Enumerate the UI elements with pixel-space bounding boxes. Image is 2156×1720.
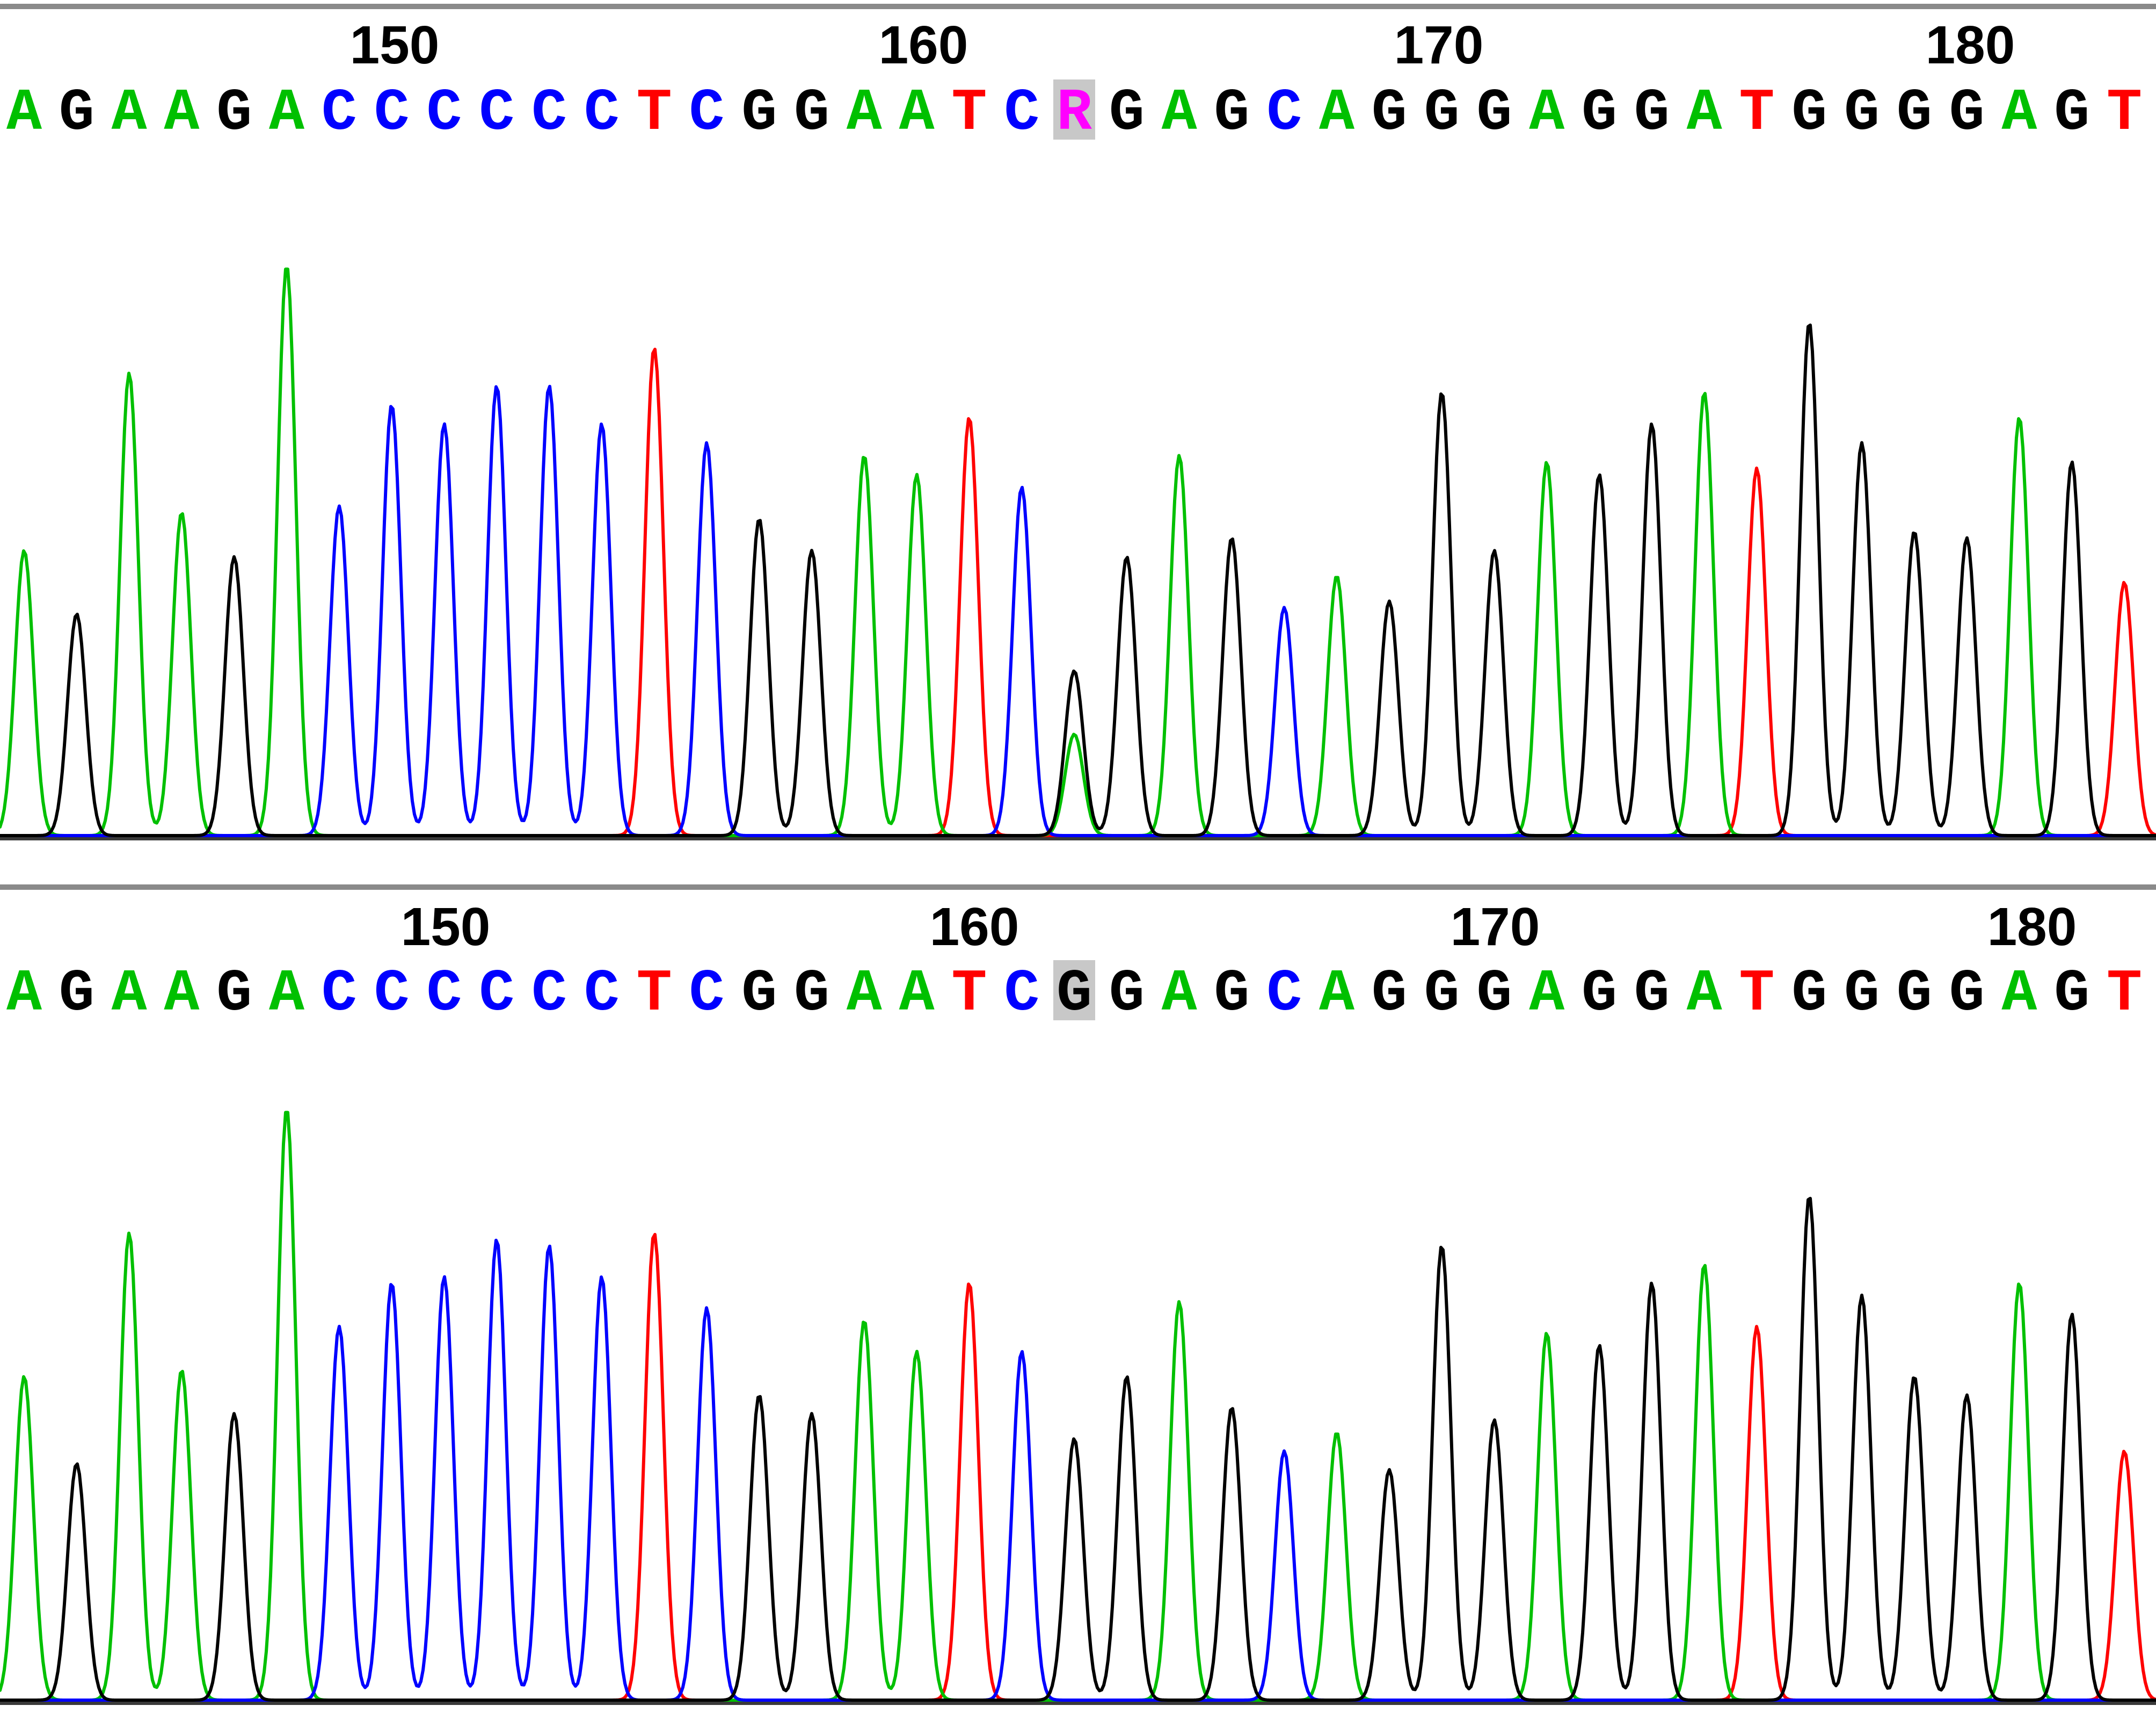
base-call: A	[269, 80, 305, 147]
base-call: G	[1791, 80, 1827, 147]
base-call: A	[1529, 961, 1565, 1028]
base-call: T	[637, 80, 672, 147]
base-call: G	[1214, 80, 1249, 147]
base-call: A	[1687, 961, 1723, 1028]
trace-c	[0, 384, 2156, 837]
base-call: C	[689, 961, 724, 1028]
base-call: C	[531, 961, 567, 1028]
base-call: A	[269, 961, 305, 1028]
base-call: G	[1634, 961, 1670, 1028]
base-call: A	[1319, 80, 1355, 147]
base-call: G	[1424, 961, 1460, 1028]
base-call: T	[951, 80, 987, 147]
position-label: 160	[930, 897, 1019, 957]
base-call: G	[1897, 80, 1932, 147]
base-call: G	[1582, 80, 1617, 147]
base-call: A	[847, 80, 883, 147]
base-call: A	[6, 80, 42, 147]
base-call: G	[1949, 80, 1985, 147]
base-call: G	[1372, 80, 1407, 147]
position-label: 150	[401, 897, 491, 957]
base-call: A	[2001, 80, 2037, 147]
base-call: C	[531, 80, 567, 147]
base-call: C	[1004, 80, 1039, 147]
base-call: C	[689, 80, 724, 147]
base-call: G	[1897, 961, 1932, 1028]
base-call: C	[479, 80, 514, 147]
base-call: A	[1162, 80, 1198, 147]
base-call: A	[1687, 80, 1723, 147]
base-call: G	[1214, 961, 1249, 1028]
base-call: G	[1791, 961, 1827, 1028]
position-label: 180	[1987, 897, 2077, 957]
base-call: G	[216, 961, 252, 1028]
base-call: C	[1004, 961, 1039, 1028]
base-call: G	[1476, 80, 1512, 147]
base-call: A	[112, 80, 148, 147]
base-call: A	[847, 961, 883, 1028]
base-call: C	[322, 961, 357, 1028]
base-call: T	[1739, 80, 1774, 147]
base-call: C	[374, 80, 410, 147]
base-call: A	[112, 961, 148, 1028]
base-call: T	[951, 961, 987, 1028]
base-call: C	[374, 961, 410, 1028]
base-call: T	[2107, 961, 2142, 1028]
base-call: G	[1424, 80, 1460, 147]
base-call: G	[794, 961, 829, 1028]
base-call: A	[899, 80, 935, 147]
position-label: 180	[1926, 15, 2015, 75]
base-call: T	[637, 961, 672, 1028]
position-label: 160	[879, 15, 968, 75]
base-call: G	[1634, 80, 1670, 147]
base-call: G	[1844, 80, 1880, 147]
base-call: C	[1266, 961, 1302, 1028]
base-call: G	[1844, 961, 1880, 1028]
trace-c	[0, 1238, 2156, 1702]
base-call: G	[2054, 80, 2089, 147]
base-call: G	[59, 961, 94, 1028]
base-call: A	[164, 80, 200, 147]
base-call: G	[741, 80, 777, 147]
base-call: T	[1739, 961, 1774, 1028]
base-call: A	[2001, 961, 2037, 1028]
base-call: G	[1476, 961, 1512, 1028]
base-call: A	[1162, 961, 1198, 1028]
base-call: G	[1109, 961, 1145, 1028]
base-call: A	[164, 961, 200, 1028]
trace-g	[0, 323, 2156, 837]
variant-highlight	[1053, 79, 1095, 140]
base-call: G	[1582, 961, 1617, 1028]
base-call: G	[1949, 961, 1985, 1028]
base-call: G	[1372, 961, 1407, 1028]
base-call: A	[899, 961, 935, 1028]
base-call: C	[479, 961, 514, 1028]
base-call: G	[216, 80, 252, 147]
base-call: G	[741, 961, 777, 1028]
base-call: C	[322, 80, 357, 147]
trace-g	[0, 1196, 2156, 1702]
base-call: R	[1057, 80, 1092, 147]
position-label: 150	[350, 15, 440, 75]
base-call: A	[6, 961, 42, 1028]
base-call: G	[59, 80, 94, 147]
base-call: C	[426, 961, 462, 1028]
position-label: 170	[1451, 897, 1540, 957]
base-call: G	[1109, 80, 1145, 147]
base-call: G	[794, 80, 829, 147]
base-call: G	[2054, 961, 2089, 1028]
base-call: G	[1057, 961, 1092, 1028]
base-call: C	[426, 80, 462, 147]
base-call: A	[1319, 961, 1355, 1028]
base-call: C	[1266, 80, 1302, 147]
position-label: 170	[1394, 15, 1484, 75]
variant-highlight	[1053, 960, 1095, 1020]
base-call: A	[1529, 80, 1565, 147]
base-call: C	[584, 80, 620, 147]
base-call: T	[2107, 80, 2142, 147]
base-call: C	[584, 961, 620, 1028]
